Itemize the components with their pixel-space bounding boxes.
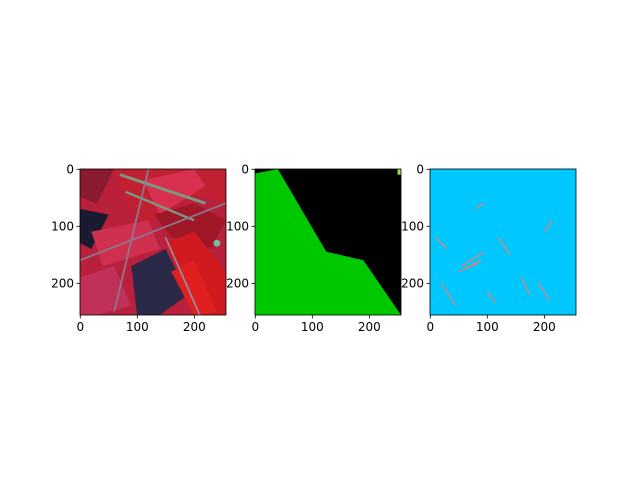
y-tick-label: 100 <box>51 219 74 233</box>
y-tick-label: 100 <box>401 219 424 233</box>
x-tick-label: 200 <box>358 320 381 334</box>
x-tick-label: 100 <box>126 320 149 334</box>
y-tick-label: 0 <box>66 162 74 176</box>
y-tick-label: 0 <box>416 162 424 176</box>
x-tick-label: 0 <box>251 320 259 334</box>
y-tick-label: 200 <box>51 276 74 290</box>
image-false-color <box>79 168 227 316</box>
axes-frame <box>79 168 227 316</box>
y-tick-label: 200 <box>401 276 424 290</box>
y-tick-label: 200 <box>226 276 249 290</box>
x-tick-label: 100 <box>301 320 324 334</box>
x-tick-label: 0 <box>426 320 434 334</box>
axes-frame <box>429 168 577 316</box>
axes-frame <box>254 168 402 316</box>
x-tick-label: 100 <box>476 320 499 334</box>
x-tick-label: 200 <box>533 320 556 334</box>
image-prediction <box>430 169 576 315</box>
x-tick-label: 0 <box>76 320 84 334</box>
image-mask <box>255 169 401 315</box>
y-tick-label: 100 <box>226 219 249 233</box>
y-tick-label: 0 <box>241 162 249 176</box>
x-tick-label: 200 <box>183 320 206 334</box>
